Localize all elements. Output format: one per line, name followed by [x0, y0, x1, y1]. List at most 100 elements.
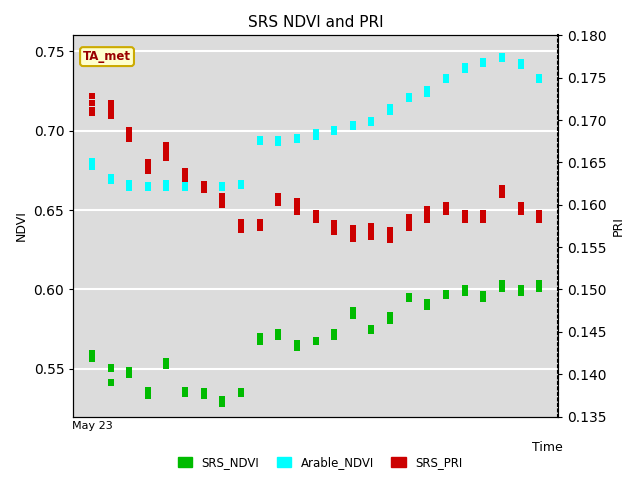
Point [348, 306, 358, 314]
Point [198, 184, 209, 192]
Point [534, 209, 544, 217]
Point [404, 292, 414, 300]
Point [292, 341, 302, 349]
Point [106, 108, 116, 115]
Point [497, 282, 507, 290]
Point [385, 103, 396, 111]
Point [161, 357, 172, 365]
Point [385, 106, 396, 114]
Point [180, 171, 190, 179]
Point [292, 341, 302, 349]
Point [198, 180, 209, 187]
Point [255, 135, 265, 143]
Point [273, 194, 284, 202]
Point [460, 63, 470, 71]
Point [180, 387, 190, 395]
Point [255, 136, 265, 144]
Point [478, 295, 488, 303]
Point [143, 392, 153, 400]
Point [292, 343, 302, 350]
Point [310, 128, 321, 136]
Point [236, 182, 246, 190]
Point [143, 386, 153, 394]
Point [124, 368, 134, 376]
Point [292, 340, 302, 348]
Point [255, 338, 265, 346]
Point [348, 311, 358, 319]
Point [404, 294, 414, 301]
Point [161, 142, 172, 149]
Point [255, 335, 265, 343]
Point [385, 106, 396, 114]
Point [273, 333, 284, 341]
Point [124, 182, 134, 190]
Point [366, 119, 376, 127]
Point [385, 311, 396, 319]
Point [292, 344, 302, 352]
Point [255, 136, 265, 144]
Point [385, 237, 396, 244]
Point [534, 284, 544, 292]
Point [273, 328, 284, 336]
Point [441, 290, 451, 298]
Point [348, 122, 358, 130]
Point [460, 284, 470, 292]
Point [422, 209, 433, 217]
Point [404, 295, 414, 303]
Point [292, 197, 302, 204]
Point [366, 116, 376, 123]
Point [106, 176, 116, 184]
Point [236, 179, 246, 187]
Point [198, 389, 209, 396]
Point [366, 324, 376, 331]
Point [515, 286, 525, 293]
Point [255, 219, 265, 227]
Point [534, 211, 544, 219]
Point [161, 179, 172, 187]
Point [143, 390, 153, 398]
Point [441, 203, 451, 210]
Point [273, 138, 284, 145]
Point [180, 184, 190, 192]
Point [404, 95, 414, 103]
Point [161, 181, 172, 189]
Point [404, 225, 414, 232]
Point [124, 129, 134, 137]
Point [143, 163, 153, 170]
Point [460, 289, 470, 297]
Point [366, 325, 376, 333]
Point [161, 359, 172, 366]
Point [161, 362, 172, 370]
Text: TA_met: TA_met [83, 50, 131, 63]
Point [310, 209, 321, 217]
Point [106, 378, 116, 385]
Point [441, 201, 451, 209]
Point [441, 76, 451, 84]
Point [217, 201, 227, 209]
Point [366, 227, 376, 234]
Point [441, 74, 451, 82]
Point [292, 201, 302, 209]
Point [422, 85, 433, 93]
Point [87, 106, 97, 114]
Point [515, 284, 525, 292]
Point [273, 136, 284, 144]
Point [198, 184, 209, 192]
Point [310, 211, 321, 219]
Point [348, 230, 358, 238]
Point [273, 330, 284, 338]
Point [348, 235, 358, 242]
Point [143, 184, 153, 192]
Point [534, 76, 544, 84]
Title: SRS NDVI and PRI: SRS NDVI and PRI [248, 15, 383, 30]
Point [534, 279, 544, 287]
Point [292, 133, 302, 141]
Point [106, 365, 116, 373]
Point [441, 205, 451, 213]
Point [422, 89, 433, 96]
Point [255, 225, 265, 232]
Point [404, 94, 414, 101]
Point [478, 60, 488, 68]
Point [310, 133, 321, 141]
Point [255, 333, 265, 341]
